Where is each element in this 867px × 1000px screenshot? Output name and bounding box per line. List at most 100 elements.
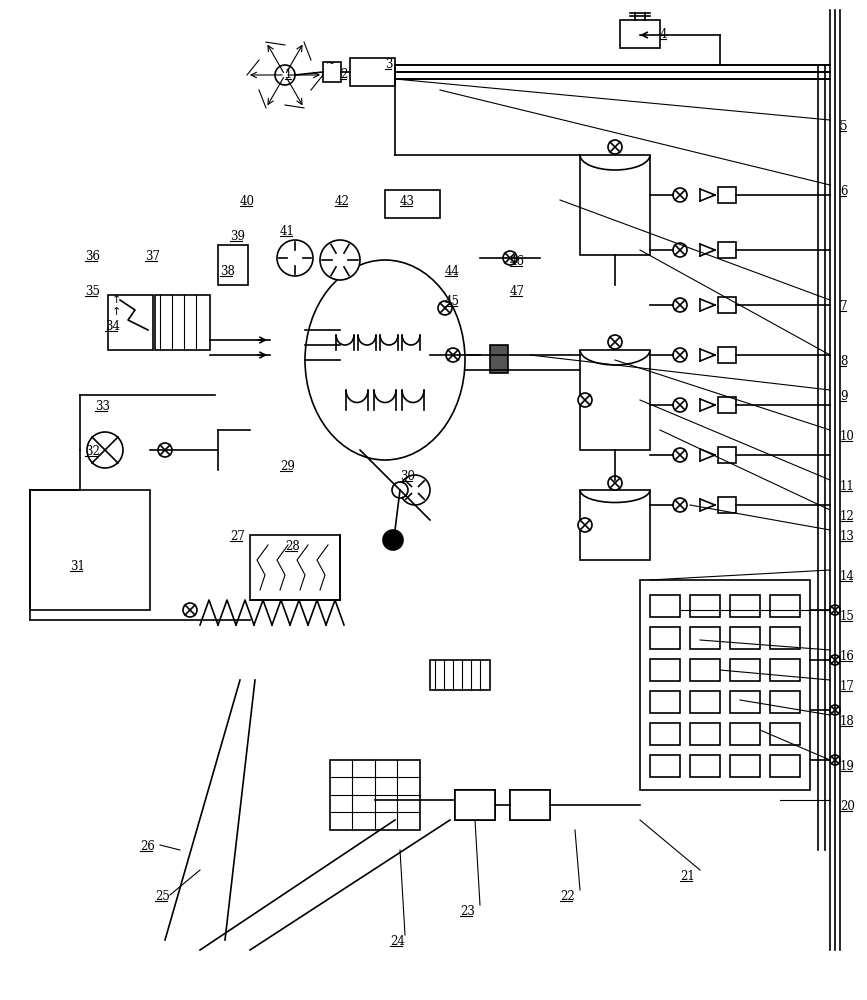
Bar [330, 760, 420, 830]
Text: 24: 24 [390, 935, 405, 948]
Text: 8: 8 [840, 355, 847, 368]
Bar [510, 790, 550, 820]
Bar [650, 659, 680, 681]
Text: ~: ~ [326, 59, 336, 69]
Text: 38: 38 [220, 265, 235, 278]
Text: ↑
↑: ↑ ↑ [112, 295, 121, 317]
Circle shape [673, 448, 687, 462]
Circle shape [578, 393, 592, 407]
Circle shape [383, 530, 403, 550]
Text: 15: 15 [840, 610, 855, 623]
Bar [30, 490, 150, 610]
Bar [690, 659, 720, 681]
Circle shape [673, 188, 687, 202]
Circle shape [503, 251, 517, 265]
Circle shape [183, 603, 197, 617]
Circle shape [830, 705, 840, 715]
Text: 44: 44 [445, 265, 460, 278]
Text: 29: 29 [280, 460, 295, 473]
Text: 1: 1 [285, 68, 292, 81]
Text: 3: 3 [385, 58, 393, 71]
Bar [730, 595, 760, 617]
Bar [580, 490, 650, 560]
Text: 47: 47 [510, 285, 525, 298]
Bar [718, 497, 736, 513]
Bar [770, 723, 800, 745]
Bar [650, 691, 680, 713]
Circle shape [673, 398, 687, 412]
Bar [323, 62, 341, 82]
Bar [650, 755, 680, 777]
Bar [430, 660, 490, 690]
Text: 14: 14 [840, 570, 855, 583]
Text: 21: 21 [680, 870, 694, 883]
Bar [385, 190, 440, 218]
Circle shape [830, 605, 840, 615]
Circle shape [158, 443, 172, 457]
Text: 28: 28 [285, 540, 300, 553]
Text: 13: 13 [840, 530, 855, 543]
Text: 5: 5 [840, 120, 848, 133]
Circle shape [277, 240, 313, 276]
Bar [690, 723, 720, 745]
Text: 25: 25 [155, 890, 170, 903]
Bar [718, 297, 736, 313]
Bar [770, 627, 800, 649]
Text: 39: 39 [230, 230, 245, 243]
Bar [640, 580, 810, 790]
Circle shape [275, 65, 295, 85]
Text: 11: 11 [840, 480, 855, 493]
Bar [730, 627, 760, 649]
Text: 37: 37 [145, 250, 160, 263]
Bar [580, 350, 650, 450]
Circle shape [87, 432, 123, 468]
Circle shape [446, 348, 460, 362]
Circle shape [392, 482, 408, 498]
Bar [718, 187, 736, 203]
Text: 42: 42 [335, 195, 350, 208]
Circle shape [673, 298, 687, 312]
Bar [650, 627, 680, 649]
Text: 41: 41 [280, 225, 295, 238]
Text: 31: 31 [70, 560, 85, 573]
Bar [770, 755, 800, 777]
Bar [350, 58, 395, 86]
Bar [690, 691, 720, 713]
Text: 45: 45 [445, 295, 460, 308]
Bar [770, 691, 800, 713]
Text: 4: 4 [660, 28, 668, 41]
Text: 26: 26 [140, 840, 155, 853]
Ellipse shape [305, 260, 465, 460]
Bar [718, 242, 736, 258]
Circle shape [400, 475, 430, 505]
Bar [218, 245, 248, 285]
Bar [730, 691, 760, 713]
Text: 9: 9 [840, 390, 848, 403]
Circle shape [830, 755, 840, 765]
Bar [770, 659, 800, 681]
Bar [580, 155, 650, 255]
Text: 22: 22 [560, 890, 575, 903]
Text: 43: 43 [400, 195, 415, 208]
Text: 6: 6 [840, 185, 848, 198]
Circle shape [320, 240, 360, 280]
Bar [455, 790, 495, 820]
Circle shape [578, 518, 592, 532]
Bar [455, 790, 495, 820]
Bar [650, 723, 680, 745]
Text: 33: 33 [95, 400, 110, 413]
Text: 2: 2 [340, 68, 348, 81]
Circle shape [608, 335, 622, 349]
Bar [690, 595, 720, 617]
Circle shape [673, 348, 687, 362]
Circle shape [608, 476, 622, 490]
Text: 32: 32 [85, 445, 100, 458]
Bar [490, 345, 508, 373]
Text: 16: 16 [840, 650, 855, 663]
Bar [730, 659, 760, 681]
Text: 20: 20 [840, 800, 855, 813]
Bar [650, 595, 680, 617]
Bar [455, 790, 495, 820]
Bar [108, 295, 153, 350]
Bar [718, 397, 736, 413]
